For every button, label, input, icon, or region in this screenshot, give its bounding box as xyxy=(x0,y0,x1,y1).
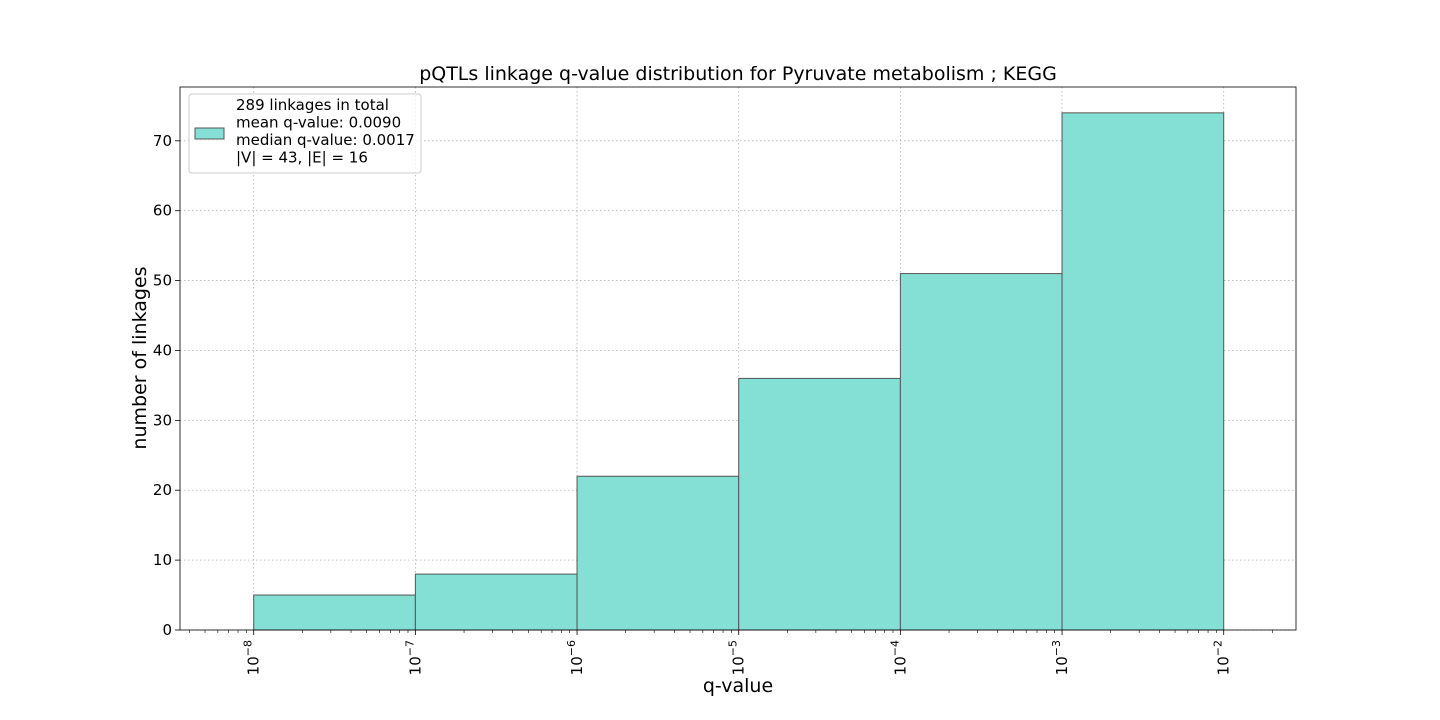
legend-line: 289 linkages in total xyxy=(236,96,389,114)
y-tick-label: 70 xyxy=(153,132,172,150)
x-tick-label: 10−7 xyxy=(403,640,424,675)
bars-layer xyxy=(253,112,1225,631)
legend-line: |V| = 43, |E| = 16 xyxy=(236,149,368,167)
x-tick-label: 10−4 xyxy=(888,640,909,675)
legend-box xyxy=(188,93,422,174)
histogram-bar xyxy=(738,377,901,631)
y-tick-label: 30 xyxy=(153,411,172,429)
y-tick-label: 20 xyxy=(153,481,172,499)
legend-line: median q-value: 0.0017 xyxy=(236,131,415,149)
chart-title: pQTLs linkage q-value distribution for P… xyxy=(419,63,1057,85)
histogram-bar xyxy=(576,475,740,631)
x-tick-label: 10−8 xyxy=(242,640,263,675)
y-axis-label: number of linkages xyxy=(129,266,151,449)
histogram-bar xyxy=(899,273,1063,631)
histogram-bar xyxy=(253,594,416,631)
legend-line: mean q-value: 0.0090 xyxy=(236,114,401,132)
y-tick-label: 0 xyxy=(162,621,172,639)
y-tick-label: 50 xyxy=(153,272,172,290)
x-tick-label: 10−6 xyxy=(565,640,586,675)
y-tick-label: 10 xyxy=(153,551,172,569)
legend-swatch xyxy=(194,127,225,140)
plot-frame xyxy=(179,86,1297,631)
axes-layer: 0 10 20 30 40 50 60 70 10−8 10−7 10−6 10−5 10−4 10−3 1… xyxy=(153,86,1297,675)
histogram-bar xyxy=(1061,112,1225,631)
x-axis-label: q-value xyxy=(703,675,773,697)
x-tick-label: 10−3 xyxy=(1050,640,1071,675)
x-tick-label: 10−2 xyxy=(1212,640,1233,675)
histogram-bar xyxy=(414,573,578,631)
y-tick-label: 60 xyxy=(153,202,172,220)
x-tick-label: 10−5 xyxy=(727,640,748,675)
y-tick-label: 40 xyxy=(153,341,172,359)
